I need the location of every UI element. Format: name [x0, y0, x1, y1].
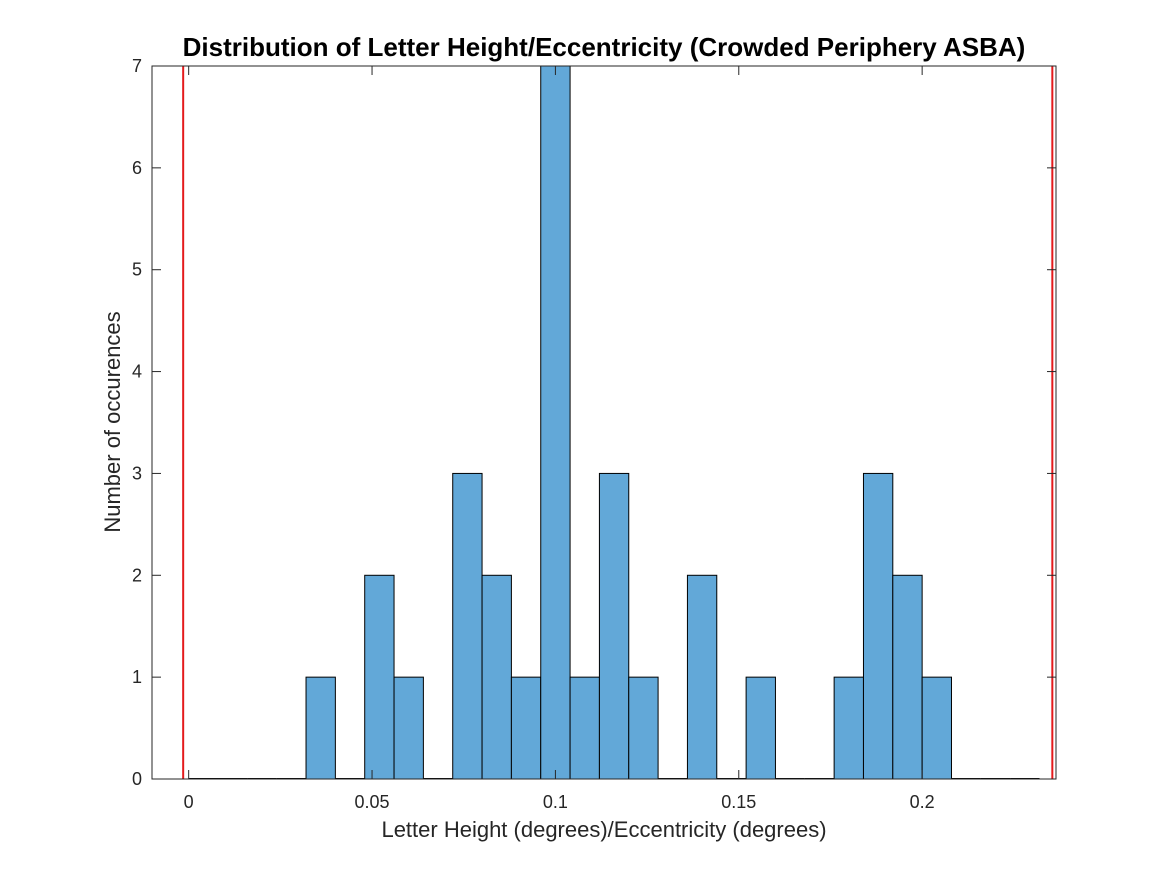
histogram-bar: [892, 574, 923, 780]
histogram-bar: [628, 676, 659, 780]
x-tick-label: 0.15: [721, 792, 756, 812]
histogram-bar: [305, 676, 336, 780]
axes-frame: [151, 65, 1057, 780]
histogram-bar: [540, 65, 571, 780]
x-axis-label: Letter Height (degrees)/Eccentricity (de…: [381, 817, 826, 842]
histogram-bars: [188, 65, 1040, 780]
histogram-bar: [598, 472, 630, 780]
y-tick-label: 1: [132, 667, 142, 687]
histogram-bar: [686, 574, 718, 780]
histogram-bar: [364, 574, 395, 780]
x-tick-label: 0.2: [910, 792, 935, 812]
y-tick-label: 7: [132, 56, 142, 76]
histogram-bar: [452, 472, 483, 780]
histogram-bar: [393, 676, 424, 780]
y-axis-label: Number of occurences: [100, 311, 125, 532]
histogram-bar: [833, 676, 864, 780]
histogram-bar: [862, 472, 894, 780]
histogram-bar: [745, 676, 776, 780]
y-tick-label: 2: [132, 565, 142, 585]
histogram-bar: [481, 574, 512, 780]
y-tick-label: 0: [132, 769, 142, 789]
axes-box: [151, 65, 1057, 780]
y-axis-ticks: 0 1 2 3 4 5 6 7: [132, 56, 1056, 789]
y-tick-label: 3: [132, 463, 142, 483]
reference-lines: [182, 66, 1054, 779]
x-tick-label: 0: [184, 792, 194, 812]
histogram-bar: [921, 676, 952, 780]
x-axis-ticks: 0 0.05 0.1 0.15 0.2: [184, 66, 935, 812]
histogram-bar: [510, 676, 542, 780]
y-tick-label: 6: [132, 158, 142, 178]
y-tick-label: 5: [132, 260, 142, 280]
y-tick-label: 4: [132, 362, 142, 382]
chart-title: Distribution of Letter Height/Eccentrici…: [183, 32, 1026, 62]
x-tick-label: 0.05: [355, 792, 390, 812]
x-tick-label: 0.1: [543, 792, 568, 812]
histogram-bar: [569, 676, 600, 780]
